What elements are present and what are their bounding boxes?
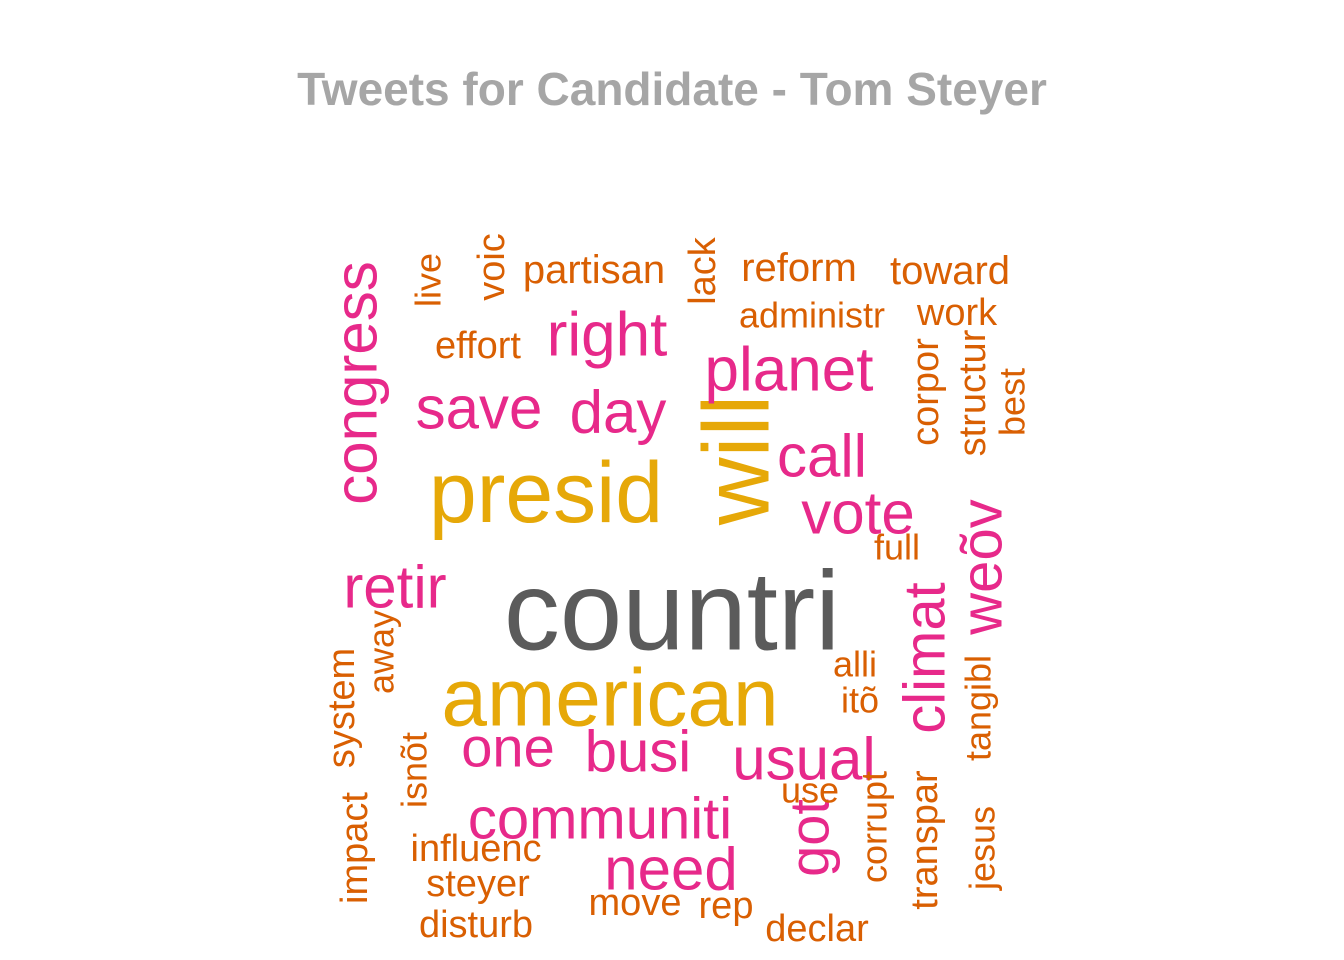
word-declar: declar [765,908,869,950]
word-best: best [992,368,1033,436]
word-administr: administr [739,295,885,336]
word-live: live [408,253,449,307]
word-communiti: communiti [468,787,732,852]
word-tangibl: tangibl [958,655,999,761]
word-system: system [321,648,363,768]
word-retir: retir [343,554,446,621]
word-presid: presid [429,445,663,541]
word-away: away [361,610,402,694]
word-toward: toward [890,249,1010,293]
word-structur: structur [952,329,994,456]
word-planet: planet [705,336,874,405]
word-isnot: isnõt [394,732,435,808]
word-weov: weõv [950,499,1015,635]
word-effort: effort [435,325,521,367]
word-ito: itõ [841,680,879,721]
word-save: save [416,375,543,442]
word-disturb: disturb [419,904,533,946]
word-busi: busi [585,720,691,785]
word-transpar: transpar [904,770,946,910]
word-move: move [589,882,682,924]
word-partisan: partisan [523,248,665,292]
word-call: call [777,423,867,490]
word-corpor: corpor [905,338,947,446]
word-rep: rep [699,885,754,927]
word-vote: vote [801,480,914,547]
word-steyer: steyer [426,863,530,905]
word-right: right [547,301,668,370]
word-congress: congress [323,261,390,504]
word-climat: climat [893,582,958,733]
word-american: american [441,653,778,744]
word-countri: countri [504,549,840,674]
word-alli: alli [833,644,877,685]
word-one: one [461,716,554,779]
word-jesus: jesus [962,806,1003,891]
word-need: need [604,836,737,903]
word-usual: usual [732,726,875,793]
word-voic: voic [471,233,513,301]
word-lack: lack [682,236,724,305]
word-reform: reform [741,246,857,290]
word-impact: impact [334,792,376,904]
word-corrupt: corrupt [854,771,895,883]
word-use: use [781,770,839,811]
word-got: got [778,799,841,877]
word-day: day [570,379,667,446]
word-will: will [684,395,789,527]
word-influenc: influenc [411,828,542,870]
word-work: work [916,292,998,334]
word-full: full [874,527,920,568]
chart-title: Tweets for Candidate - Tom Steyer [297,63,1047,115]
